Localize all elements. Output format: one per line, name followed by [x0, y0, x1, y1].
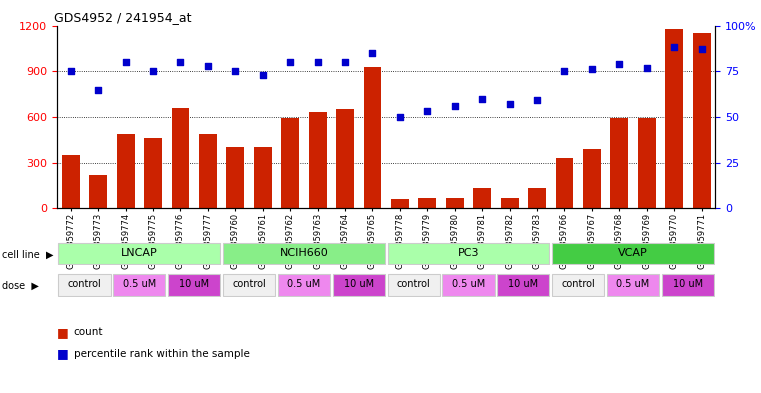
Text: 10 uM: 10 uM	[673, 279, 703, 290]
Text: percentile rank within the sample: percentile rank within the sample	[74, 349, 250, 359]
Bar	[171, 108, 189, 208]
Bar	[610, 118, 629, 208]
Bar	[497, 274, 549, 296]
Bar	[665, 29, 683, 208]
Text: 0.5 uM: 0.5 uM	[452, 279, 485, 290]
Bar	[199, 134, 217, 208]
Bar	[227, 147, 244, 208]
Point	[531, 97, 543, 104]
Bar	[556, 158, 573, 208]
Text: NCIH660: NCIH660	[279, 248, 328, 258]
Point	[174, 59, 186, 65]
Point	[311, 59, 323, 65]
Bar	[501, 198, 518, 208]
Point	[339, 59, 351, 65]
Text: PC3: PC3	[457, 248, 479, 258]
Bar	[89, 175, 107, 208]
Bar	[62, 155, 80, 208]
Bar	[387, 243, 549, 264]
Bar	[113, 274, 165, 296]
Bar	[223, 243, 385, 264]
Bar	[282, 118, 299, 208]
Point	[668, 44, 680, 51]
Point	[504, 101, 516, 107]
Text: control: control	[68, 279, 101, 290]
Point	[202, 62, 214, 69]
Bar	[607, 274, 659, 296]
Point	[65, 68, 77, 74]
Text: ■: ■	[57, 347, 68, 360]
Bar	[638, 118, 656, 208]
Bar	[59, 243, 220, 264]
Point	[256, 72, 269, 78]
Text: 10 uM: 10 uM	[179, 279, 209, 290]
Bar	[583, 149, 601, 208]
Point	[422, 108, 434, 115]
Bar	[552, 274, 604, 296]
Point	[119, 59, 132, 65]
Bar	[309, 112, 326, 208]
Bar	[442, 274, 495, 296]
Text: 10 uM: 10 uM	[508, 279, 539, 290]
Point	[366, 50, 378, 56]
Text: 10 uM: 10 uM	[344, 279, 374, 290]
Bar	[336, 109, 354, 208]
Text: 0.5 uM: 0.5 uM	[616, 279, 650, 290]
Bar	[116, 134, 135, 208]
Point	[559, 68, 571, 74]
Point	[586, 66, 598, 73]
Text: VCAP: VCAP	[618, 248, 648, 258]
Point	[696, 46, 708, 52]
Bar	[391, 199, 409, 208]
Text: LNCAP: LNCAP	[121, 248, 158, 258]
Text: cell line  ▶: cell line ▶	[2, 249, 53, 259]
Text: control: control	[232, 279, 266, 290]
Text: GDS4952 / 241954_at: GDS4952 / 241954_at	[54, 11, 191, 24]
Bar	[552, 243, 714, 264]
Text: control: control	[562, 279, 595, 290]
Text: 0.5 uM: 0.5 uM	[123, 279, 156, 290]
Bar	[59, 274, 110, 296]
Point	[394, 114, 406, 120]
Text: count: count	[74, 327, 103, 337]
Bar	[419, 198, 436, 208]
Point	[449, 103, 461, 109]
Bar	[168, 274, 220, 296]
Bar	[364, 67, 381, 208]
Bar	[333, 274, 385, 296]
Point	[92, 86, 104, 93]
Bar	[446, 198, 463, 208]
Bar	[473, 189, 491, 208]
Point	[229, 68, 241, 74]
Text: dose  ▶: dose ▶	[2, 281, 38, 291]
Bar	[223, 274, 275, 296]
Bar	[693, 33, 711, 208]
Point	[284, 59, 296, 65]
Point	[147, 68, 159, 74]
Bar	[254, 147, 272, 208]
Point	[613, 61, 626, 67]
Point	[641, 64, 653, 71]
Point	[476, 95, 489, 102]
Bar	[387, 274, 440, 296]
Text: ■: ■	[57, 325, 68, 339]
Text: 0.5 uM: 0.5 uM	[288, 279, 320, 290]
Bar	[144, 138, 162, 208]
Bar	[662, 274, 714, 296]
Bar	[278, 274, 330, 296]
Bar	[528, 189, 546, 208]
Text: control: control	[396, 279, 431, 290]
